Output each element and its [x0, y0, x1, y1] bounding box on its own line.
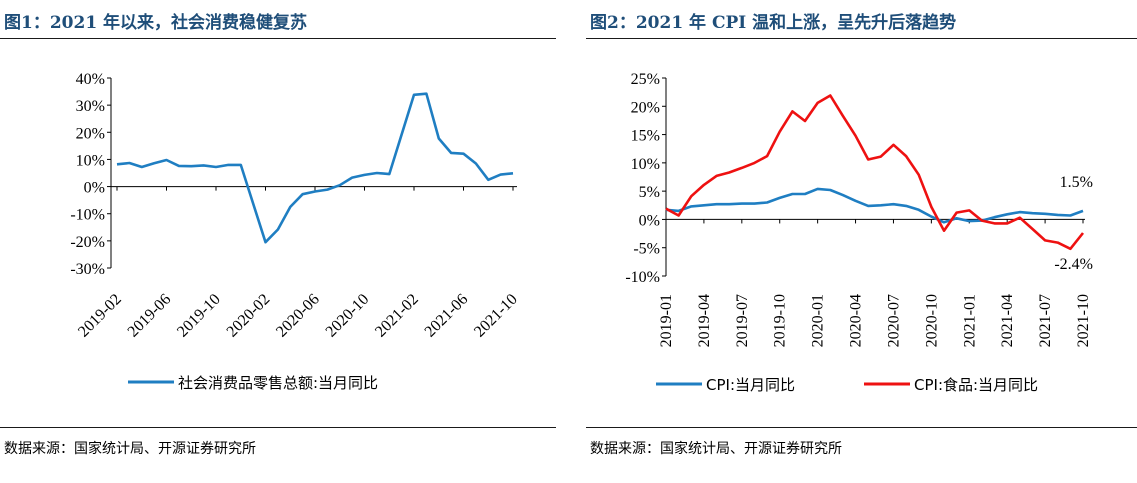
p1-ytick-label: -10% — [70, 207, 105, 224]
p2-legend-label-1: CPI:食品:当月同比 — [914, 376, 1038, 394]
p2-xtick-label: 2019-10 — [772, 294, 789, 347]
p2-xtick-label: 2019-01 — [658, 294, 675, 347]
panel2-bottom-rule — [586, 427, 1137, 428]
p1-xtick-label: 2019-06 — [125, 291, 175, 341]
p1-ytick-label: 0% — [84, 180, 105, 197]
p1-xtick-label: 2021-02 — [372, 291, 422, 341]
p2-xtick-label: 2019-07 — [734, 294, 751, 347]
p2-ytick-label: 0% — [639, 212, 660, 229]
p2-xtick-label: 2019-04 — [696, 294, 713, 347]
p2-xtick-label: 2020-01 — [810, 294, 827, 347]
panel2-source: 数据来源：国家统计局、开源证券研究所 — [590, 441, 842, 457]
p2-ytick-label: 25% — [631, 71, 660, 88]
p2-ytick-label: 20% — [631, 99, 660, 116]
p1-xtick-label: 2020-10 — [323, 291, 373, 341]
p2-xtick-label: 2021-04 — [999, 294, 1016, 347]
p2-ytick-label: 10% — [631, 156, 660, 173]
p2-xtick-label: 2021-10 — [1075, 294, 1092, 347]
p1-ytick-label: -20% — [70, 234, 105, 251]
p2-ytick-label: 15% — [631, 128, 660, 145]
p1-xtick-label: 2021-10 — [471, 291, 521, 341]
p2-xtick-label: 2020-10 — [923, 294, 940, 347]
panel1-title: 图1：2021 年以来，社会消费稳健复苏 — [4, 13, 308, 33]
p1-xtick-label: 2020-06 — [273, 291, 323, 341]
panel2-top-rule — [586, 38, 1137, 39]
p1-xtick-label: 2021-06 — [422, 291, 472, 341]
p1-series-line-0 — [116, 92, 514, 244]
p2-ytick-label: -10% — [625, 269, 660, 286]
p1-ytick-label: 30% — [76, 98, 105, 115]
p1-xtick-label: 2020-02 — [224, 291, 274, 341]
p2-data-label-0: 1.5% — [1060, 174, 1093, 191]
p2-xtick-label: 2021-01 — [961, 294, 978, 347]
panel-cpi: 图2：2021 年 CPI 温和上涨，呈先升后落趋势 -10% -5% 0% 5% 10… — [586, 0, 1137, 483]
p1-ytick-label: 10% — [76, 152, 105, 169]
panel1-bottom-rule — [0, 427, 556, 428]
p2-series-line-0 — [665, 187, 1084, 224]
p1-ytick-label: -30% — [70, 261, 105, 278]
p2-xtick-label: 2020-07 — [885, 294, 902, 347]
p2-legend-label-0: CPI:当月同比 — [706, 376, 795, 394]
p1-xtick-label: 2019-02 — [75, 291, 125, 341]
p2-series-line-1 — [665, 94, 1085, 251]
panel1-top-rule — [0, 38, 556, 39]
p2-data-label-1: -2.4% — [1054, 256, 1093, 273]
p1-xtick-label: 2019-10 — [174, 291, 224, 341]
panel2-title: 图2：2021 年 CPI 温和上涨，呈先升后落趋势 — [590, 13, 957, 33]
panel-retail-sales: 图1：2021 年以来，社会消费稳健复苏 -30% -20% -10% 0% 10% 20… — [0, 0, 556, 483]
p1-legend-label-0: 社会消费品零售总额:当月同比 — [178, 374, 378, 392]
cpi-chart: -10% -5% 0% 5% 10% 15% 20% 25% 2019-01 2019-04 201… — [625, 71, 1093, 394]
p1-ytick-label: 40% — [76, 71, 105, 88]
p2-xtick-label: 2020-04 — [848, 294, 865, 347]
p2-ytick-label: 5% — [639, 184, 660, 201]
retail-sales-chart: -30% -20% -10% 0% 10% 20% 30% 40% 2019-02 2019-06… — [70, 71, 521, 392]
p1-ytick-label: 20% — [76, 125, 105, 142]
p2-ytick-label: -5% — [633, 241, 660, 258]
p2-xtick-label: 2021-07 — [1037, 294, 1054, 347]
panel1-source: 数据来源：国家统计局、开源证券研究所 — [4, 441, 256, 457]
